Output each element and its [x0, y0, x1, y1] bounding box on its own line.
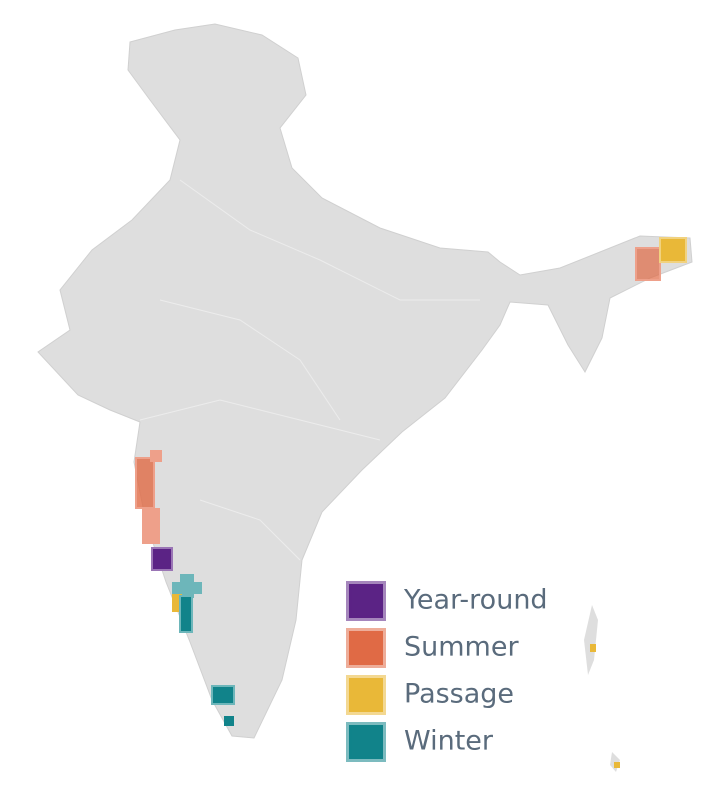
legend-swatch — [346, 628, 386, 668]
legend-swatch — [346, 675, 386, 715]
occurrence-cells — [135, 237, 687, 768]
legend-swatch — [346, 722, 386, 762]
legend-swatch — [346, 581, 386, 621]
legend-label: Summer — [404, 632, 519, 663]
legend-label: Passage — [404, 679, 514, 710]
legend-label: Winter — [404, 726, 494, 757]
legend-label: Year-round — [403, 585, 548, 616]
legend: Year-round Summer Passage Winter — [346, 581, 548, 762]
india-landmass — [37, 23, 693, 772]
